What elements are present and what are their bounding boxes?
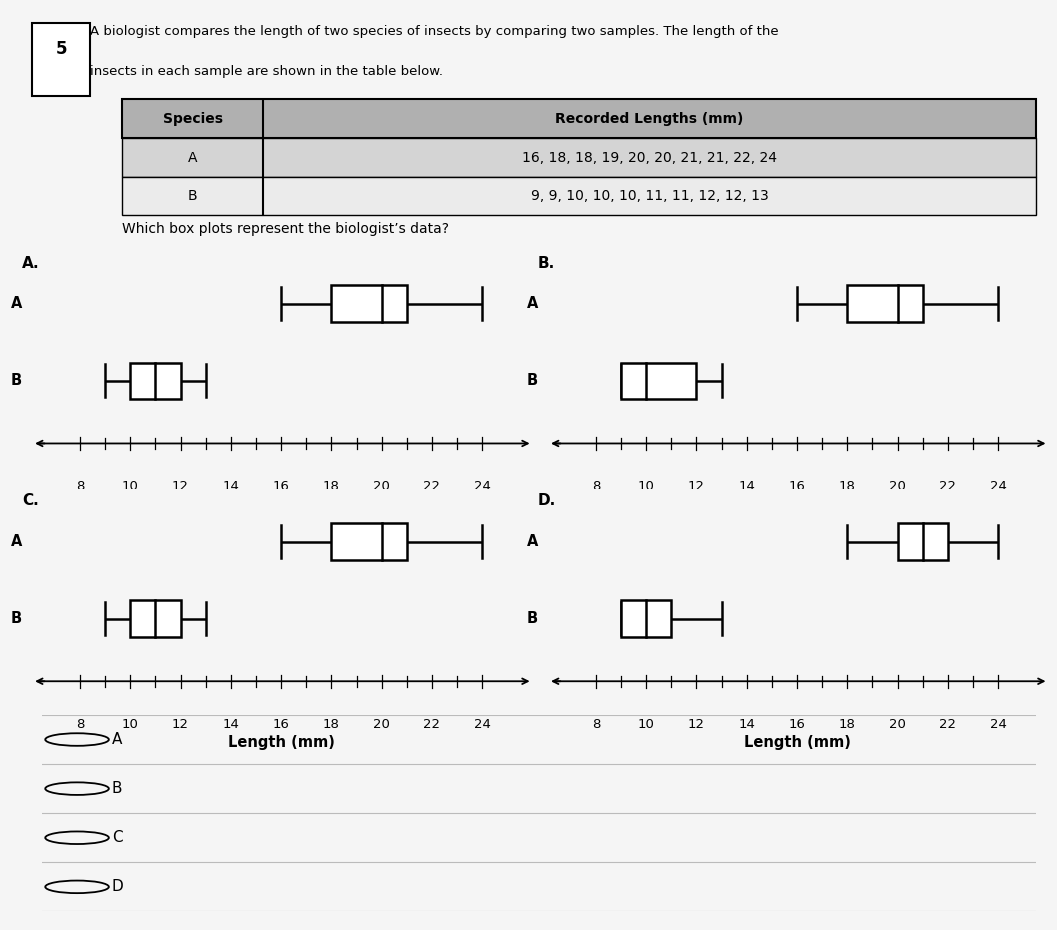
Text: C.: C. <box>22 493 39 509</box>
Text: A: A <box>526 534 538 549</box>
Text: A: A <box>112 732 123 747</box>
X-axis label: Length (mm): Length (mm) <box>227 498 335 512</box>
Text: B: B <box>527 611 538 626</box>
X-axis label: Length (mm): Length (mm) <box>743 498 851 512</box>
Text: B: B <box>112 781 123 796</box>
Bar <box>332 286 407 322</box>
Text: B: B <box>188 189 198 203</box>
Text: Which box plots represent the biologist’s data?: Which box plots represent the biologist’… <box>122 222 449 236</box>
Text: D: D <box>112 880 124 895</box>
Bar <box>622 600 671 637</box>
Text: B.: B. <box>538 256 555 271</box>
Bar <box>122 99 1036 139</box>
FancyBboxPatch shape <box>33 23 90 96</box>
Bar <box>122 139 1036 177</box>
Text: B: B <box>11 373 22 389</box>
Text: Species: Species <box>163 112 223 126</box>
Bar <box>130 363 181 399</box>
Text: A biologist compares the length of two species of insects by comparing two sampl: A biologist compares the length of two s… <box>90 25 779 38</box>
Text: insects in each sample are shown in the table below.: insects in each sample are shown in the … <box>90 65 443 78</box>
Text: B: B <box>11 611 22 626</box>
Bar <box>897 524 948 560</box>
Bar <box>332 524 407 560</box>
Bar <box>622 363 697 399</box>
Text: C: C <box>112 830 123 845</box>
Text: 9, 9, 10, 10, 10, 11, 11, 12, 12, 13: 9, 9, 10, 10, 10, 11, 11, 12, 12, 13 <box>531 189 768 203</box>
Text: A: A <box>526 297 538 312</box>
Text: B: B <box>527 373 538 389</box>
X-axis label: Length (mm): Length (mm) <box>227 735 335 750</box>
Bar <box>130 600 181 637</box>
Bar <box>122 177 1036 215</box>
Text: A: A <box>188 151 198 165</box>
Text: Recorded Lengths (mm): Recorded Lengths (mm) <box>556 112 744 126</box>
Text: A: A <box>11 534 22 549</box>
Text: A: A <box>11 297 22 312</box>
Text: 16, 18, 18, 19, 20, 20, 21, 21, 22, 24: 16, 18, 18, 19, 20, 20, 21, 21, 22, 24 <box>522 151 777 165</box>
X-axis label: Length (mm): Length (mm) <box>743 735 851 750</box>
Text: D.: D. <box>538 493 556 509</box>
Text: A.: A. <box>22 256 40 271</box>
Bar <box>848 286 923 322</box>
Text: 5: 5 <box>55 40 67 59</box>
